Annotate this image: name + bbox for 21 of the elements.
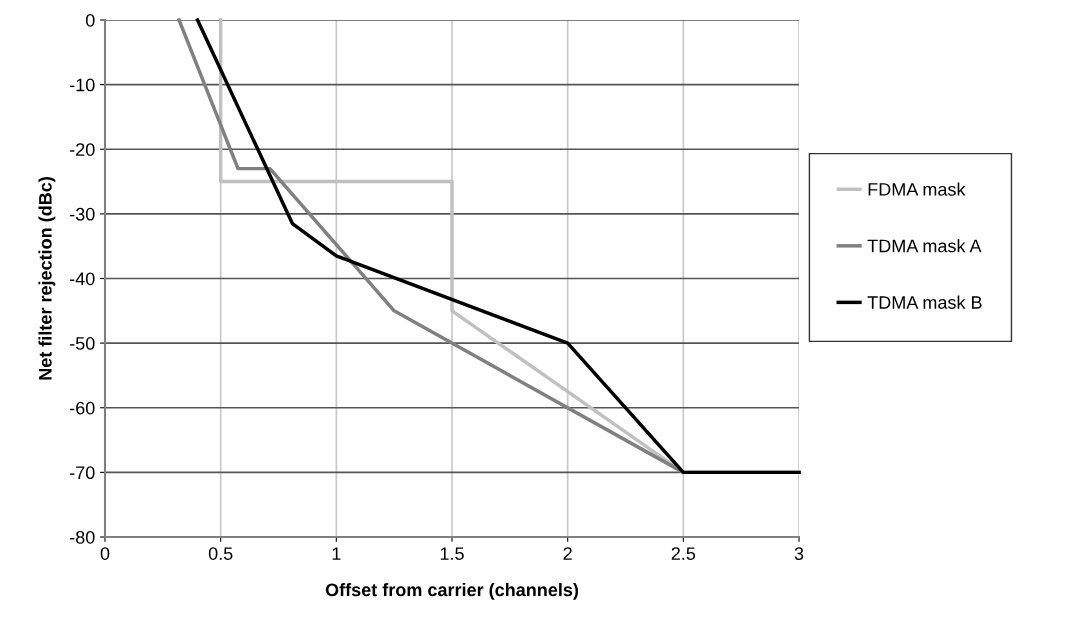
y-tick-label: -50 [69, 337, 95, 350]
y-tick-label: 0 [85, 13, 95, 27]
y-tick-label: -10 [69, 78, 95, 92]
x-tick-label: 3 [794, 547, 804, 560]
x-tick-label: 0 [100, 547, 110, 560]
y-tick-label: -40 [69, 272, 95, 286]
y-tick-label: -70 [69, 466, 95, 480]
x-tick-label: 0.5 [208, 547, 233, 560]
legend-label: FDMA mask [868, 182, 966, 196]
x-tick-label: 2 [563, 547, 572, 560]
legend-label: TDMA mask A [867, 239, 982, 253]
y-tick-label: -30 [69, 207, 95, 221]
legend-label: TDMA mask B [867, 295, 982, 309]
x-tick-label: 1.5 [440, 547, 464, 560]
y-tick-label: -60 [69, 401, 95, 415]
x-axis-title: Offset from carrier (channels) [325, 583, 579, 600]
y-tick-label: -20 [69, 143, 95, 156]
y-tick-label: -80 [69, 530, 95, 544]
x-tick-label: 1 [332, 547, 341, 560]
x-tick-label: 2.5 [671, 547, 696, 560]
y-axis-title: Net filter rejection (dBc) [38, 177, 56, 380]
